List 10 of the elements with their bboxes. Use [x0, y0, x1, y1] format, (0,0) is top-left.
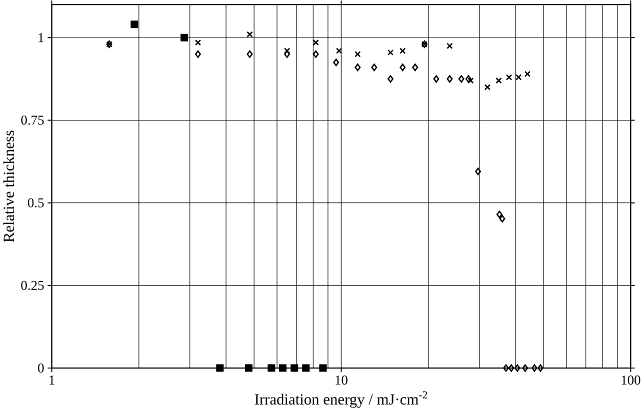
x-tick-label: 10	[336, 376, 348, 385]
y-tick-label: 0.25	[21, 280, 44, 290]
x-axis-title: Irradiation energy / mJ·cm$^{-2}$	[254, 391, 428, 408]
y-tick-label: 0.75	[21, 116, 44, 125]
y-tick-label: 0	[38, 364, 44, 373]
x-tick-label: 100	[622, 376, 640, 385]
x-tick-label: 1	[50, 376, 54, 384]
y-tick-label: 1	[38, 33, 44, 42]
y-tick-label: 0.5	[28, 198, 44, 208]
y-axis-title: Relative thickness	[3, 130, 14, 242]
